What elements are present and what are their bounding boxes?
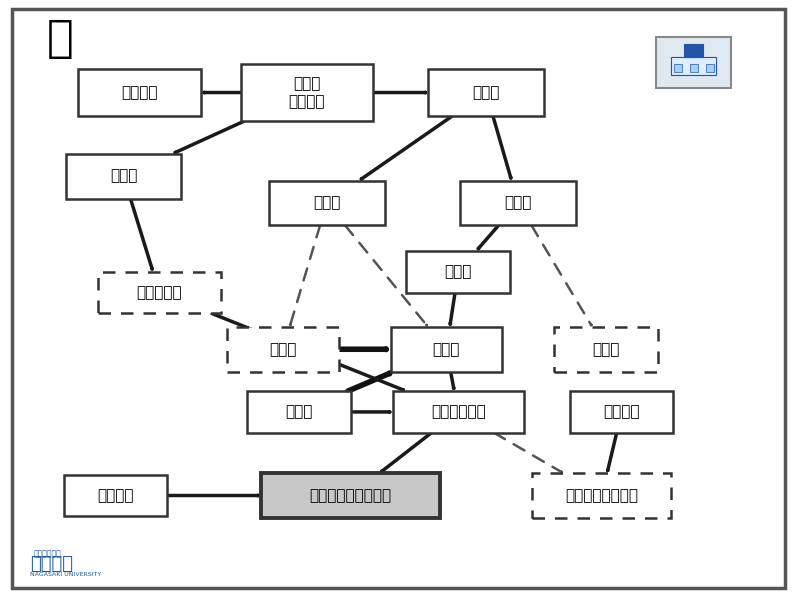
- Bar: [671, 57, 716, 75]
- Text: 生活への影響: 生活への影響: [431, 404, 485, 420]
- Bar: [406, 251, 510, 293]
- Text: 家族構成: 家族構成: [121, 85, 158, 100]
- Text: 問題焦点型看護診断: 問題焦点型看護診断: [309, 488, 392, 503]
- Text: 国立大学法人: 国立大学法人: [33, 549, 61, 558]
- Text: 看護介入: 看護介入: [97, 488, 134, 503]
- Text: 病　態: 病 態: [505, 195, 532, 211]
- Bar: [78, 69, 201, 116]
- Text: 原因・誘因: 原因・誘因: [136, 285, 183, 300]
- Bar: [98, 272, 222, 313]
- Text: 症　状: 症 状: [592, 341, 619, 357]
- Text: 症　状: 症 状: [269, 341, 296, 357]
- Bar: [655, 37, 731, 88]
- Text: 治　療: 治 療: [285, 404, 312, 420]
- Bar: [261, 473, 440, 518]
- Bar: [65, 154, 181, 198]
- Bar: [684, 44, 703, 57]
- Bar: [570, 391, 673, 433]
- Bar: [532, 473, 671, 518]
- Text: 病　態: 病 態: [313, 195, 340, 211]
- Text: 職　業: 職 業: [110, 168, 137, 184]
- Bar: [247, 391, 351, 433]
- Bar: [690, 64, 698, 72]
- Bar: [227, 327, 339, 371]
- Text: 対象者
基本情報: 対象者 基本情報: [289, 76, 325, 109]
- Text: 看護介入: 看護介入: [603, 404, 640, 420]
- Bar: [269, 180, 384, 225]
- Bar: [460, 180, 575, 225]
- Text: リスク型看護診断: リスク型看護診断: [565, 488, 638, 503]
- Bar: [429, 69, 544, 116]
- Text: 例: 例: [46, 17, 73, 60]
- Text: 症　状: 症 状: [433, 341, 460, 357]
- Bar: [392, 391, 524, 433]
- Text: NAGASAKI UNIVERSITY: NAGASAKI UNIVERSITY: [30, 573, 101, 577]
- Text: 検　査: 検 査: [445, 264, 472, 279]
- Bar: [241, 64, 372, 121]
- Bar: [674, 64, 682, 72]
- Bar: [391, 327, 502, 371]
- Bar: [64, 475, 167, 516]
- Bar: [706, 64, 714, 72]
- Text: 疾患名: 疾患名: [473, 85, 500, 100]
- Bar: [554, 327, 658, 371]
- Text: 長崎大学: 長崎大学: [30, 555, 73, 573]
